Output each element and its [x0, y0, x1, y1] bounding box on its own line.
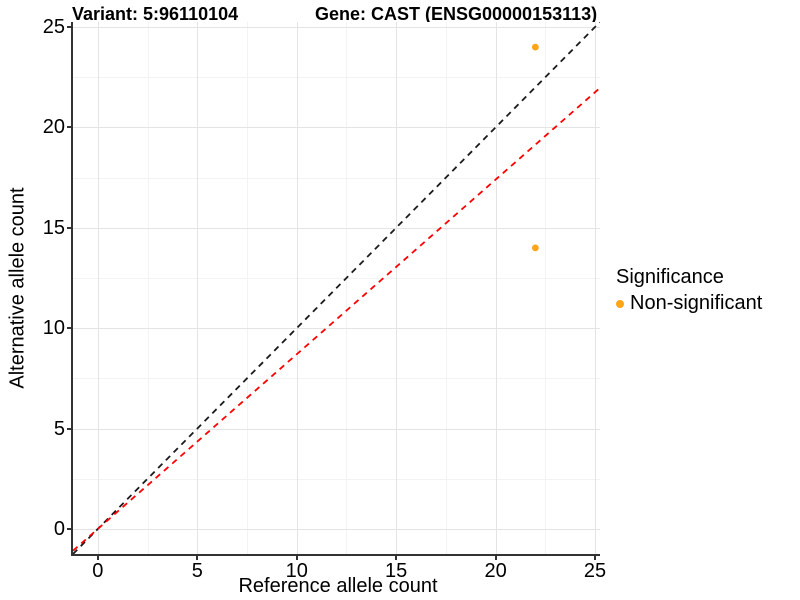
x-gridline-major: [197, 22, 199, 554]
y-gridline-major: [73, 227, 600, 229]
x-axis-line: [71, 554, 600, 556]
y-tick-mark: [67, 126, 73, 129]
x-gridline-major: [595, 22, 597, 554]
y-gridline-major: [73, 528, 600, 530]
plot-layer: [73, 22, 600, 554]
x-tick-label: 10: [285, 560, 308, 582]
x-tick-label: 0: [92, 560, 104, 582]
data-point: [531, 43, 539, 51]
x-gridline-major: [97, 22, 99, 554]
plot-panel: [73, 22, 600, 554]
x-tick-label: 20: [484, 560, 507, 582]
y-tick-mark: [67, 26, 73, 29]
data-point: [531, 244, 539, 252]
x-tick-mark: [196, 554, 199, 560]
plot-title-gene: Gene: CAST (ENSG00000153113): [315, 4, 598, 24]
x-axis-title: Reference allele count: [238, 575, 438, 597]
y-gridline-major: [73, 27, 600, 29]
expected-ratio-line: [73, 87, 600, 552]
x-tick-mark: [395, 554, 398, 560]
y-tick-label: 15: [42, 216, 65, 239]
x-gridline-minor: [147, 22, 149, 554]
x-tick-mark: [96, 554, 99, 560]
x-gridline-minor: [346, 22, 348, 554]
x-tick-mark: [295, 554, 298, 560]
x-gridline-minor: [247, 22, 248, 554]
y-gridline-minor: [73, 277, 600, 279]
y-tick-mark: [67, 427, 73, 430]
legend-item-label: Non-significant: [630, 292, 763, 314]
y-gridline-minor: [73, 77, 600, 79]
y-tick-label: 5: [53, 417, 65, 440]
legend-point-swatch: [616, 299, 624, 308]
legend-title: Significance: [616, 266, 724, 288]
y-tick-mark: [67, 527, 73, 530]
identity-line: [73, 22, 600, 554]
y-tick-label: 0: [53, 517, 65, 540]
legend: Significance Non-significant: [616, 266, 762, 315]
x-gridline-major: [296, 22, 298, 554]
x-gridline-minor: [545, 22, 547, 554]
x-tick-mark: [594, 554, 597, 560]
y-gridline-minor: [73, 478, 600, 480]
x-tick-label: 25: [583, 560, 607, 582]
y-gridline-major: [73, 328, 600, 330]
y-tick-label: 25: [42, 16, 65, 39]
y-tick-mark: [67, 226, 73, 229]
x-tick-label: 15: [385, 560, 408, 582]
plot-title-variant: Variant: 5:96110104: [72, 4, 239, 24]
y-axis-line: [71, 22, 73, 556]
legend-item: Non-significant: [616, 292, 762, 315]
y-tick-label: 20: [42, 116, 65, 139]
y-gridline-minor: [73, 177, 600, 179]
x-gridline-major: [396, 22, 398, 554]
x-tick-label: 5: [191, 560, 203, 582]
x-gridline-major: [495, 22, 497, 554]
x-tick-mark: [494, 554, 497, 560]
y-tick-mark: [67, 327, 73, 330]
y-gridline-major: [73, 127, 600, 129]
y-gridline-major: [73, 428, 600, 430]
y-tick-label: 10: [42, 317, 65, 340]
y-gridline-minor: [73, 378, 600, 380]
x-gridline-minor: [445, 22, 447, 554]
